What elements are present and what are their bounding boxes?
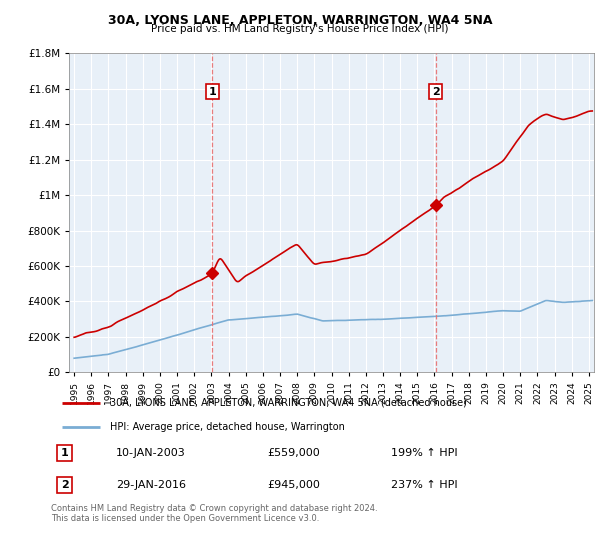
Text: Price paid vs. HM Land Registry's House Price Index (HPI): Price paid vs. HM Land Registry's House … xyxy=(151,24,449,34)
Text: 1: 1 xyxy=(208,86,216,96)
Text: Contains HM Land Registry data © Crown copyright and database right 2024.: Contains HM Land Registry data © Crown c… xyxy=(51,504,377,513)
Text: 30A, LYONS LANE, APPLETON, WARRINGTON, WA4 5NA (detached house): 30A, LYONS LANE, APPLETON, WARRINGTON, W… xyxy=(110,398,467,408)
Text: 2: 2 xyxy=(61,480,68,490)
Text: This data is licensed under the Open Government Licence v3.0.: This data is licensed under the Open Gov… xyxy=(51,514,319,523)
Text: 1: 1 xyxy=(61,448,68,458)
Text: 237% ↑ HPI: 237% ↑ HPI xyxy=(391,480,458,490)
Text: 199% ↑ HPI: 199% ↑ HPI xyxy=(391,448,458,458)
Text: £945,000: £945,000 xyxy=(267,480,320,490)
Text: HPI: Average price, detached house, Warrington: HPI: Average price, detached house, Warr… xyxy=(110,422,345,432)
Text: 10-JAN-2003: 10-JAN-2003 xyxy=(116,448,185,458)
Text: 2: 2 xyxy=(432,86,440,96)
Text: 29-JAN-2016: 29-JAN-2016 xyxy=(116,480,186,490)
Text: 30A, LYONS LANE, APPLETON, WARRINGTON, WA4 5NA: 30A, LYONS LANE, APPLETON, WARRINGTON, W… xyxy=(108,14,492,27)
Text: £559,000: £559,000 xyxy=(267,448,320,458)
